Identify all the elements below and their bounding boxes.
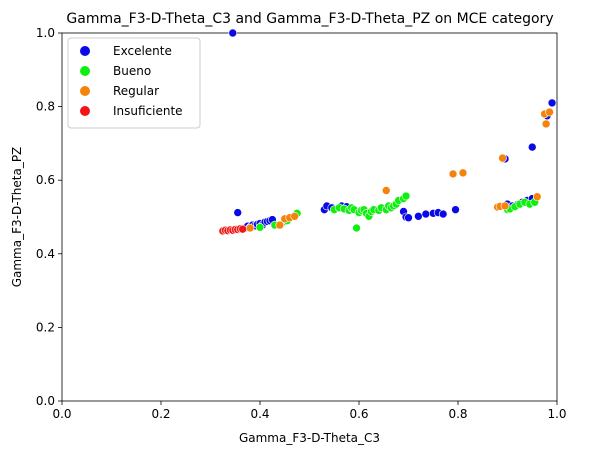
- chart-title: Gamma_F3-D-Theta_C3 and Gamma_F3-D-Theta…: [66, 11, 553, 27]
- y-tick-label: 0.8: [36, 100, 55, 114]
- x-axis-label: Gamma_F3-D-Theta_C3: [239, 431, 380, 445]
- x-tick-label: 0.6: [349, 407, 368, 421]
- data-point-regular: [541, 119, 551, 129]
- data-point-excelente: [438, 209, 448, 219]
- x-tick-label: 0.0: [52, 407, 71, 421]
- data-point-excelente: [228, 28, 238, 38]
- y-tick-label: 0.6: [36, 173, 55, 187]
- legend-label-excelente: Excelente: [113, 44, 172, 58]
- data-point-regular: [498, 153, 507, 163]
- legend-label-regular: Regular: [113, 84, 159, 98]
- legend-marker-insuficiente: [80, 106, 90, 116]
- data-point-regular: [532, 192, 542, 202]
- data-point-regular: [448, 169, 458, 179]
- data-point-bueno: [255, 223, 265, 232]
- data-point-excelente: [547, 98, 557, 108]
- x-tick-label: 0.4: [250, 407, 269, 421]
- data-point-bueno: [401, 191, 411, 201]
- data-point-regular: [245, 223, 255, 233]
- data-point-excelente: [404, 213, 413, 223]
- data-point-regular: [545, 107, 554, 117]
- data-point-bueno: [352, 223, 361, 233]
- data-point-excelente: [527, 142, 537, 152]
- data-point-excelente: [451, 205, 460, 214]
- legend-box: [67, 37, 201, 129]
- legend-marker-bueno: [80, 66, 90, 76]
- y-axis-ticks: 0.0 0.2 0.4 0.6 0.8 1.0: [36, 26, 62, 408]
- y-axis-label: Gamma_F3-D-Theta_PZ: [10, 147, 24, 288]
- legend-marker-excelente: [80, 46, 90, 56]
- data-point-excelente: [233, 208, 243, 217]
- data-point-excelente: [421, 209, 431, 219]
- plot-frame: [61, 32, 558, 402]
- y-tick-label: 1.0: [36, 26, 55, 40]
- data-point-regular: [381, 186, 391, 195]
- y-tick-label: 0.4: [36, 247, 55, 261]
- data-point-insuficiente: [238, 224, 247, 234]
- y-tick-label: 0.2: [36, 320, 55, 334]
- data-point-regular: [458, 168, 468, 178]
- legend: Excelente Bueno Regular Insuficiente: [67, 37, 201, 129]
- legend-marker-regular: [80, 86, 90, 96]
- data-point-excelente: [414, 211, 423, 221]
- plot-area: [61, 28, 558, 402]
- legend-label-insuficiente: Insuficiente: [113, 104, 183, 118]
- data-point-regular: [290, 211, 299, 221]
- data-point-regular: [500, 201, 510, 211]
- data-point-regular: [275, 220, 285, 230]
- points-layer: [218, 28, 557, 236]
- x-axis-ticks: 0.0 0.2 0.4 0.6 0.8 1.0: [52, 401, 567, 421]
- x-tick-label: 0.8: [448, 407, 467, 421]
- x-tick-label: 0.2: [151, 407, 170, 421]
- y-tick-label: 0.0: [36, 394, 55, 408]
- x-tick-label: 1.0: [547, 407, 566, 421]
- legend-label-bueno: Bueno: [113, 64, 151, 78]
